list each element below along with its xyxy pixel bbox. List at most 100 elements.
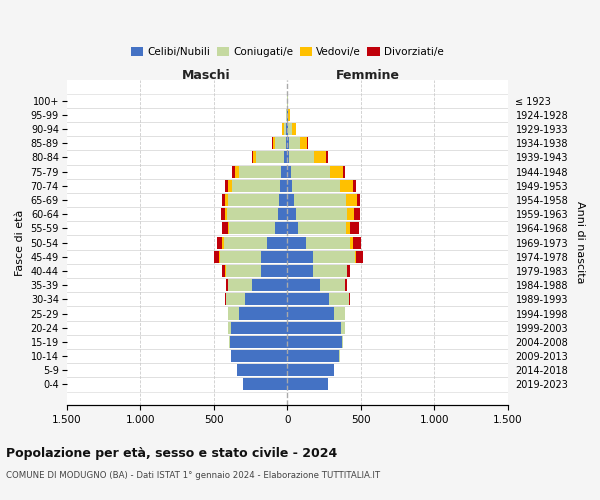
Bar (287, 350, 340, 362)
Bar (237, 364, 287, 376)
Bar (346, 222, 350, 234)
Bar (252, 152, 253, 164)
Bar (230, 336, 287, 348)
Bar (307, 137, 308, 149)
Bar (226, 265, 261, 277)
Bar (345, 279, 347, 291)
Bar (232, 166, 235, 177)
Bar (227, 279, 252, 291)
Bar (289, 152, 314, 164)
Bar (350, 236, 353, 248)
Bar (350, 222, 359, 234)
Bar (222, 194, 226, 206)
Bar (256, 152, 284, 164)
Bar (282, 123, 284, 135)
Bar (224, 180, 229, 192)
Bar (287, 265, 313, 277)
Bar (226, 208, 227, 220)
Bar (357, 194, 360, 206)
Bar (223, 265, 226, 277)
Bar (291, 166, 330, 177)
Bar (287, 152, 289, 164)
Bar (287, 279, 320, 291)
Bar (275, 137, 286, 149)
Bar (320, 279, 344, 291)
Bar (294, 194, 346, 206)
Bar (214, 250, 219, 263)
Bar (224, 236, 268, 248)
Bar (288, 123, 292, 135)
Bar (232, 180, 280, 192)
Bar (261, 265, 287, 277)
Bar (287, 137, 289, 149)
Bar (287, 250, 313, 263)
Bar (287, 236, 307, 248)
Bar (353, 236, 361, 248)
Bar (340, 180, 353, 192)
Bar (262, 250, 287, 263)
Bar (284, 123, 286, 135)
Bar (347, 265, 350, 277)
Bar (229, 322, 232, 334)
Text: COMUNE DI MODUGNO (BA) - Dati ISTAT 1° gennaio 2024 - Elaborazione TUTTITALIA.IT: COMUNE DI MODUGNO (BA) - Dati ISTAT 1° g… (6, 470, 380, 480)
Bar (239, 308, 287, 320)
Bar (354, 208, 360, 220)
Bar (287, 336, 343, 348)
Bar (347, 208, 354, 220)
Bar (287, 308, 334, 320)
Bar (287, 294, 329, 306)
Bar (217, 236, 223, 248)
Bar (334, 308, 344, 320)
Bar (341, 322, 344, 334)
Bar (330, 166, 343, 177)
Bar (268, 236, 287, 248)
Bar (287, 166, 291, 177)
Bar (346, 194, 357, 206)
Bar (221, 208, 226, 220)
Bar (296, 208, 347, 220)
Bar (313, 265, 347, 277)
Bar (287, 123, 288, 135)
Bar (239, 166, 281, 177)
Bar (232, 350, 287, 362)
Bar (219, 250, 220, 263)
Bar (355, 250, 356, 263)
Bar (230, 350, 232, 362)
Bar (226, 194, 229, 206)
Bar (281, 166, 287, 177)
Bar (287, 180, 292, 192)
Bar (356, 250, 363, 263)
Bar (253, 152, 256, 164)
Bar (272, 137, 273, 149)
Bar (287, 322, 341, 334)
Bar (275, 222, 287, 234)
Bar (286, 137, 287, 149)
Bar (349, 294, 350, 306)
Bar (279, 194, 287, 206)
Bar (252, 279, 287, 291)
Bar (299, 137, 307, 149)
Bar (226, 279, 227, 291)
Bar (273, 137, 275, 149)
Bar (329, 294, 349, 306)
Bar (298, 222, 346, 234)
Bar (287, 208, 296, 220)
Bar (314, 152, 326, 164)
Text: Popolazione per età, sesso e stato civile - 2024: Popolazione per età, sesso e stato civil… (6, 448, 337, 460)
Text: Maschi: Maschi (182, 69, 230, 82)
Bar (223, 222, 229, 234)
Bar (284, 152, 287, 164)
Bar (229, 222, 275, 234)
Bar (289, 137, 299, 149)
Bar (243, 378, 287, 390)
Bar (235, 166, 239, 177)
Y-axis label: Fasce di età: Fasce di età (15, 210, 25, 276)
Bar (227, 208, 278, 220)
Bar (280, 180, 287, 192)
Bar (220, 250, 262, 263)
Bar (245, 294, 287, 306)
Bar (227, 308, 239, 320)
Bar (353, 180, 356, 192)
Bar (229, 336, 230, 348)
Bar (232, 322, 287, 334)
